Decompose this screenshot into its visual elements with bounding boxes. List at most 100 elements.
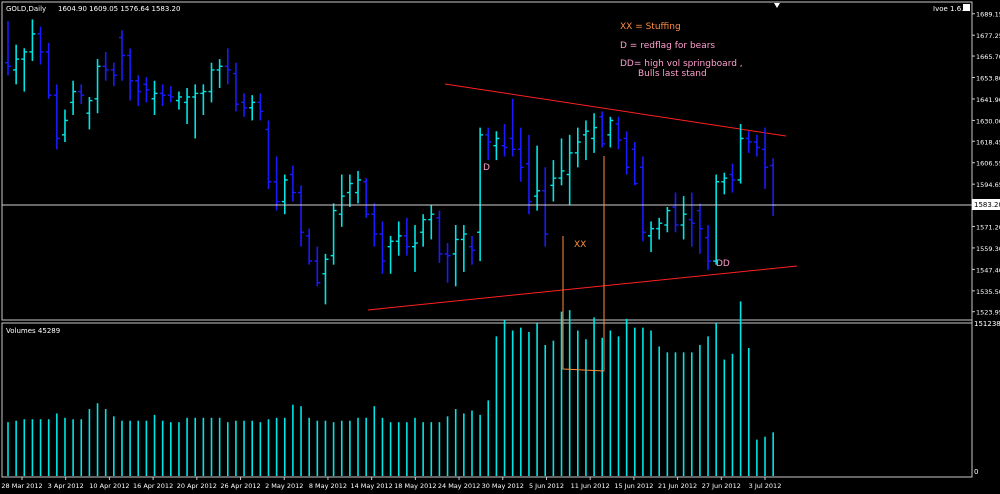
ohlc-bar — [257, 93, 264, 121]
ohlc-bar — [428, 205, 435, 240]
legend-dd-cont: Bulls last stand — [638, 69, 707, 79]
date-tick-label: 5 Jun 2012 — [529, 482, 564, 490]
ohlc-bar — [525, 134, 532, 215]
xx-stuffing-bracket — [562, 156, 605, 372]
ohlc-bar — [558, 138, 565, 186]
date-tick-label: 24 May 2012 — [438, 482, 480, 490]
ohlc-bar — [29, 19, 36, 61]
ohlc-bar — [395, 221, 402, 256]
price-tick-label: 1665.70 — [976, 53, 1000, 61]
ohlc-bar — [493, 131, 500, 161]
ohlc-bar — [574, 127, 581, 168]
ohlc-bar — [53, 84, 60, 150]
ohlc-bar — [94, 59, 101, 114]
ohlc-bar — [322, 253, 329, 305]
ohlc-bar — [5, 21, 11, 76]
ohlc-bar — [648, 221, 655, 253]
ohlc-bar — [485, 127, 492, 161]
ohlc-bar — [599, 111, 606, 148]
ohlc-bar — [501, 124, 508, 157]
ohlc-bar — [566, 134, 573, 206]
ohlc-bar — [249, 95, 256, 121]
symbol-label: GOLD,Daily — [6, 5, 46, 13]
chart-shift-icon[interactable] — [774, 3, 780, 8]
ohlc-bar — [61, 109, 68, 143]
volume-zero-label: 0 — [974, 468, 978, 476]
ohlc-bar — [623, 131, 630, 175]
date-tick-label: 3 Jul 2012 — [749, 482, 782, 490]
ohlc-bar — [346, 174, 353, 207]
ohlc-bar — [468, 235, 475, 265]
indicator-icon[interactable] — [963, 4, 970, 11]
price-tick-label: 1559.30 — [976, 245, 1000, 253]
ohlc-bar — [363, 178, 370, 218]
legend-xx: XX = Stuffing — [620, 22, 681, 32]
price-tick-label: 1677.25 — [976, 32, 1000, 40]
ohlc-bar — [355, 170, 362, 204]
ohlc-bar — [729, 163, 736, 193]
date-tick-label: 30 May 2012 — [482, 482, 524, 490]
ohlc-bar — [517, 127, 524, 182]
price-tick-label: 1618.45 — [976, 138, 1000, 146]
ohlc-bar — [591, 113, 598, 153]
date-tick-label: 2 May 2012 — [265, 482, 303, 490]
mark-xx: XX — [574, 240, 586, 250]
ohlc-bar — [110, 62, 117, 87]
date-tick-label: 20 Apr 2012 — [177, 482, 217, 490]
price-tick-label: 1535.50 — [976, 288, 1000, 296]
price-tick-label: 1571.20 — [976, 223, 1000, 231]
ohlc-bar — [200, 84, 207, 116]
date-tick-label: 8 May 2012 — [309, 482, 347, 490]
price-tick-label: 1523.95 — [976, 309, 1000, 317]
legend-dd: DD= high vol springboard , — [620, 59, 743, 69]
date-tick-label: 14 May 2012 — [350, 482, 392, 490]
date-tick-label: 27 Jun 2012 — [702, 482, 741, 490]
price-tick-label: 1689.15 — [976, 11, 1000, 19]
indicator-label: Ivoe 1.6.1 — [933, 5, 968, 13]
ohlc-bar — [420, 214, 427, 247]
ohlc-bar — [672, 192, 679, 233]
ohlc-bar — [379, 221, 386, 274]
ohlc-bar — [387, 235, 394, 274]
mark-d: D — [483, 163, 490, 173]
price-tick-label: 1653.80 — [976, 74, 1000, 82]
ohlc-bar — [338, 174, 345, 227]
volume-max-label: 151238 — [974, 320, 1000, 328]
ohlc-bar — [705, 225, 712, 271]
ohlc-bar — [656, 217, 663, 240]
ohlc-bar — [102, 51, 109, 81]
ohlc-bar — [78, 84, 85, 105]
ohlc-bar — [582, 120, 589, 161]
date-tick-label: 11 Jun 2012 — [571, 482, 610, 490]
current-price-label: 1583.20 — [974, 201, 1000, 209]
date-tick-label: 3 Apr 2012 — [48, 482, 84, 490]
ohlc-bar — [436, 210, 443, 263]
date-tick-label: 21 Jun 2012 — [658, 482, 697, 490]
ohlc-bar — [762, 127, 769, 189]
ohlc-bar — [21, 48, 28, 92]
date-tick-label: 15 Jun 2012 — [614, 482, 653, 490]
trendlines — [367, 83, 798, 311]
ohlc-bar — [680, 196, 687, 240]
ohlc-bar — [208, 62, 215, 103]
date-tick-label: 16 Apr 2012 — [133, 482, 173, 490]
ohlc-bar — [118, 30, 125, 81]
ohlc-bar — [143, 77, 150, 103]
ohlc-bar — [151, 80, 158, 116]
price-tick-label: 1630.00 — [976, 117, 1000, 125]
volume-pane-label: Volumes 45289 — [6, 327, 60, 335]
ohlc-bar — [713, 174, 720, 265]
ohlc-bar — [444, 243, 451, 283]
current-price-tag — [972, 199, 1000, 210]
ohlc-bar — [412, 225, 418, 272]
ohlc-bar — [241, 93, 248, 117]
ohlc-bar — [542, 167, 549, 247]
date-tick-label: 26 Apr 2012 — [220, 482, 260, 490]
ohlc-bar — [477, 127, 484, 262]
mark-dd: DD — [716, 259, 730, 269]
ohlc-bar — [70, 80, 77, 116]
date-tick-label: 28 Mar 2012 — [1, 482, 42, 490]
date-tick-label: 18 May 2012 — [394, 482, 436, 490]
